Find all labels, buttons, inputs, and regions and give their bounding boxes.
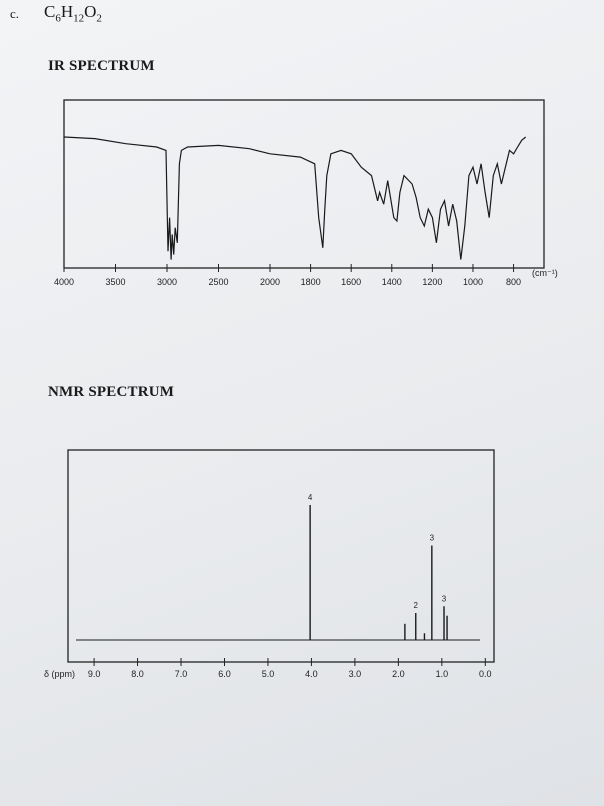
ir-tick-label: 2500 [208, 277, 228, 287]
formula-h: H [60, 2, 74, 21]
molecular-formula: C6H12O2 [44, 2, 102, 24]
nmr-tick-label: 0.0 [479, 669, 492, 679]
nmr-tick-label: 4.0 [305, 669, 318, 679]
formula-c-sub: 6 [55, 12, 61, 25]
nmr-peak-label: 3 [430, 534, 435, 543]
nmr-tick-label: 3.0 [349, 669, 362, 679]
nmr-tick-label: 8.0 [131, 669, 144, 679]
ir-tick-label: 4000 [54, 277, 74, 287]
nmr-tick-label: 5.0 [262, 669, 275, 679]
nmr-tick-label: 1.0 [436, 669, 449, 679]
ir-tick-label: 2000 [260, 277, 280, 287]
ir-axis-unit: (cm⁻¹) [532, 268, 558, 278]
nmr-tick-label: 6.0 [218, 669, 231, 679]
formula-c: C [44, 2, 56, 21]
formula-o: O [84, 2, 97, 21]
nmr-plot-frame [67, 449, 495, 663]
ir-plot-frame [63, 99, 545, 269]
ir-tick-label: 1600 [341, 277, 361, 287]
ir-spectrum-title: IR SPECTRUM [48, 58, 155, 74]
nmr-tick-label: 7.0 [175, 669, 188, 679]
nmr-axis-label: δ (ppm) [44, 669, 75, 679]
ir-tick-label: 800 [506, 277, 521, 287]
formula-h-sub: 12 [73, 12, 85, 25]
ir-tick-label: 1400 [382, 277, 402, 287]
problem-label: c. [10, 6, 20, 21]
nmr-peak-label: 3 [442, 594, 447, 603]
nmr-tick-label: 9.0 [88, 669, 101, 679]
nmr-tick-label: 2.0 [392, 669, 405, 679]
ir-tick-label: 1000 [463, 277, 483, 287]
nmr-spectrum-chart: 4 2 3 3 9.0 8.0 7.0 6.0 5.0 4.0 3.0 2.0 1.0 0.0 δ (p… [44, 449, 495, 679]
ir-tick-label: 1200 [422, 277, 442, 287]
nmr-spectrum-title: NMR SPECTRUM [48, 384, 175, 400]
ir-tick-label: 1800 [301, 277, 321, 287]
ir-trace [63, 136, 527, 260]
nmr-peak-label: 2 [414, 601, 419, 610]
ir-tick-label: 3500 [105, 277, 125, 287]
ir-spectrum-chart: 4000 3500 3000 2500 2000 1800 1600 1400 1200 1000… [54, 99, 558, 287]
ir-tick-label: 3000 [157, 277, 177, 287]
nmr-peak-label: 4 [308, 493, 313, 502]
formula-o-sub: 2 [96, 12, 102, 25]
